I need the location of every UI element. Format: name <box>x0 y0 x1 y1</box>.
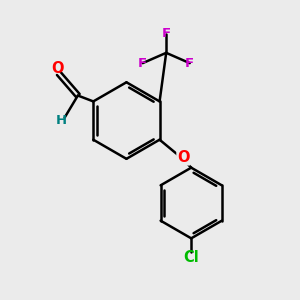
Text: Cl: Cl <box>183 250 199 265</box>
Text: F: F <box>185 57 194 70</box>
Text: F: F <box>138 57 147 70</box>
Text: F: F <box>162 27 171 40</box>
Text: O: O <box>177 150 190 165</box>
Text: H: H <box>56 114 67 127</box>
Text: O: O <box>51 61 64 76</box>
